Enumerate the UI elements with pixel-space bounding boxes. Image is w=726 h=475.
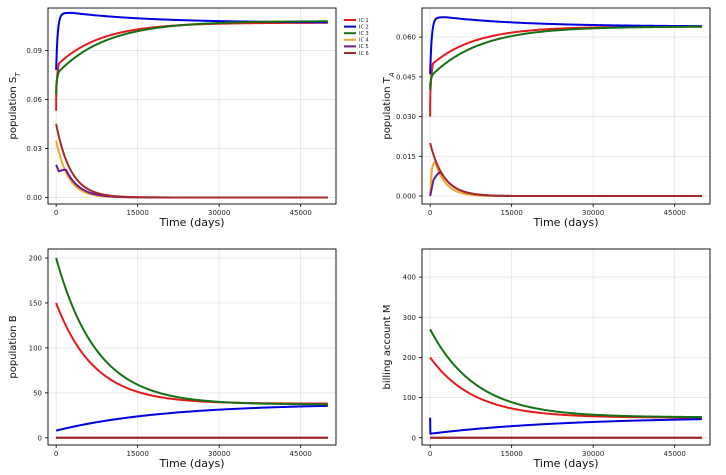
y-tick-label: 0.060 [396,34,416,42]
x-axis-label: Time (days) [533,457,599,470]
legend: IC 1IC 2IC 3IC 4IC 5IC 6 [344,18,369,57]
y-tick-label: 300 [403,314,416,322]
y-tick-label: 0 [412,434,416,442]
x-tick-label: 30000 [208,209,230,217]
plot-frame [421,7,711,205]
series-line-ic-6 [429,142,702,198]
series-line-ic-4 [429,160,702,198]
y-axis-label-main: population T [382,76,393,139]
x-axis-label: Time (days) [159,216,225,229]
plot-frame [47,248,337,446]
y-axis-label-subscript: T [14,72,22,77]
series-line-ic-4 [55,139,328,199]
y-tick-label: 150 [29,299,42,307]
x-tick-label: 0 [54,209,58,217]
y-axis-label: population TA [382,72,396,140]
series-line-ic-3 [55,257,328,406]
x-tick-label: 15000 [127,209,149,217]
series-line-ic-3 [55,20,328,95]
legend-label: IC 1 [359,18,369,24]
y-tick-label: 400 [403,274,416,282]
y-tick-label: 0.045 [396,73,416,81]
x-tick-label: 0 [428,209,432,217]
plot-frame [47,7,337,205]
y-axis-label: population B [8,315,19,378]
legend-label: IC 3 [359,31,369,37]
series-line-ic-1 [55,302,328,405]
panel-m: 0 15000 30000 45000 0 100 200 300 400 Time (days)… [382,248,711,470]
series-line-ic-1 [55,21,328,111]
x-tick-label: 45000 [290,450,312,458]
y-tick-label: 0.015 [396,153,416,161]
x-tick-label: 15000 [501,209,523,217]
series-line-ic-3 [429,25,702,91]
x-tick-label: 15000 [501,450,523,458]
y-tick-label: 0.09 [26,47,42,55]
y-tick-label: 0.030 [396,113,416,121]
panel-b: 0 15000 30000 45000 0 50 100 150 200 Time (days) p… [8,248,337,470]
x-tick-label: 30000 [208,450,230,458]
x-axis-label: Time (days) [159,457,225,470]
legend-label: IC 5 [359,44,369,50]
y-axis-label-subscript: A [388,72,396,78]
legend-label: IC 6 [359,51,369,57]
x-tick-label: 30000 [582,209,604,217]
y-axis-label: population ST [8,72,22,140]
y-tick-label: 100 [29,344,42,352]
y-tick-label: 0 [38,434,42,442]
series-line-ic-2 [429,417,702,435]
x-tick-label: 30000 [582,450,604,458]
panel-st: 0 15000 30000 45000 0.00 0.03 0.06 0.09 Time (da… [8,7,337,229]
x-tick-label: 45000 [290,209,312,217]
y-tick-label: 0.03 [26,145,42,153]
series-line-ic-1 [429,25,702,117]
series-line-ic-3 [429,328,702,419]
plot-frame [421,248,711,446]
x-tick-label: 0 [54,450,58,458]
x-axis-label: Time (days) [533,216,599,229]
series-line-ic-2 [55,404,328,432]
x-tick-label: 45000 [664,209,686,217]
y-axis-label: billing account M [382,305,393,390]
x-tick-label: 0 [428,450,432,458]
y-tick-label: 100 [403,394,416,402]
y-tick-label: 0.00 [26,194,42,202]
x-tick-label: 45000 [664,450,686,458]
x-tick-label: 15000 [127,450,149,458]
series-line-ic-6 [55,123,328,199]
y-tick-label: 50 [33,389,42,397]
legend-label: IC 4 [359,38,369,44]
y-tick-label: 200 [403,354,416,362]
panel-ta: 0 15000 30000 45000 0.000 0.015 0.030 0.045 0.06… [382,7,711,229]
y-axis-label-main: billing account M [382,305,393,390]
y-axis-label-main: population B [8,315,19,378]
y-axis-label-main: population S [8,77,19,140]
y-tick-label: 0.06 [26,96,42,104]
y-tick-label: 0.000 [396,193,416,201]
y-tick-label: 200 [29,254,42,262]
series-line-ic-2 [429,16,702,75]
series-line-ic-1 [429,356,702,419]
legend-label: IC 2 [359,24,369,30]
